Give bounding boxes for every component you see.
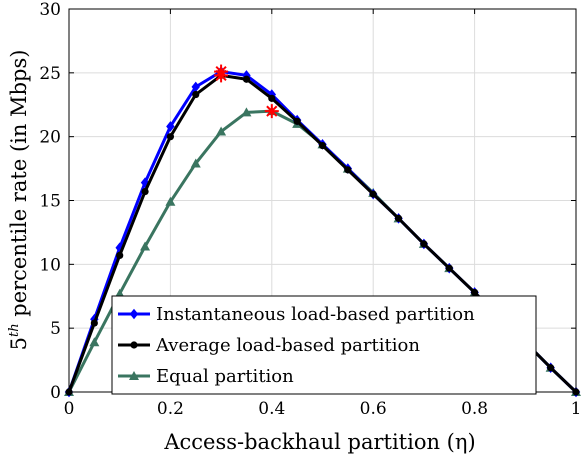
x-tick-label: 1	[571, 399, 581, 419]
data-point	[216, 126, 227, 136]
legend-marker	[129, 371, 139, 380]
y-axis-label-rest: percentile rate (in Mbps)	[7, 50, 31, 324]
data-point	[420, 240, 428, 248]
x-tick-label: 0.2	[157, 399, 184, 419]
y-tick-label: 10	[39, 255, 61, 275]
y-tick-label: 5	[50, 319, 61, 339]
data-point	[114, 288, 125, 298]
optimum-star-marker	[214, 68, 229, 83]
legend-label: Average load-based partition	[155, 335, 420, 356]
data-point	[192, 90, 200, 99]
legend-marker	[129, 308, 139, 320]
data-point	[190, 158, 201, 168]
legend-marker	[130, 341, 138, 349]
data-point	[141, 187, 149, 196]
x-axis-label: Access-backhaul partition (η)	[163, 430, 475, 454]
data-point	[547, 364, 555, 372]
data-point	[89, 337, 100, 347]
legend-entry: Average load-based partition	[118, 335, 420, 356]
legend-label: Instantaneous load-based partition	[156, 304, 475, 325]
data-point	[116, 251, 124, 259]
data-point	[242, 75, 251, 83]
x-tick-label: 0.4	[258, 399, 285, 419]
data-point	[318, 142, 327, 150]
data-point	[344, 166, 352, 174]
y-tick-label: 30	[39, 0, 61, 20]
y-tick-label: 0	[50, 383, 61, 403]
data-point	[471, 288, 479, 297]
optimum-star-marker	[264, 104, 279, 119]
data-point	[140, 241, 151, 251]
y-axis-label-sup: th	[7, 323, 22, 337]
y-tick-label: 15	[39, 192, 61, 212]
data-point	[369, 190, 377, 198]
data-point	[293, 117, 301, 125]
legend-box	[111, 295, 537, 395]
y-axis-label: 5th percentile rate (in Mbps)	[7, 50, 31, 351]
data-point	[166, 121, 175, 132]
legend-entry: Instantaneous load-based partition	[118, 304, 475, 325]
data-point	[241, 107, 252, 117]
x-tick-label: 0	[64, 399, 75, 419]
y-axis-label-prefix: 5	[7, 337, 31, 350]
data-point	[90, 319, 98, 327]
legend-label: Equal partition	[156, 366, 294, 387]
x-tick-label: 0.6	[360, 399, 387, 419]
data-point	[268, 94, 276, 102]
optimum-markers	[214, 64, 279, 119]
y-tick-label: 25	[39, 64, 61, 84]
data-point	[445, 264, 453, 272]
x-tick-label: 0.8	[461, 399, 488, 419]
data-point	[166, 133, 174, 141]
data-point	[394, 214, 403, 222]
data-point	[165, 196, 176, 206]
legend-entry: Equal partition	[118, 366, 294, 387]
legend: Instantaneous load-based partition Averag…	[111, 295, 537, 395]
y-tick-label: 20	[39, 128, 61, 148]
